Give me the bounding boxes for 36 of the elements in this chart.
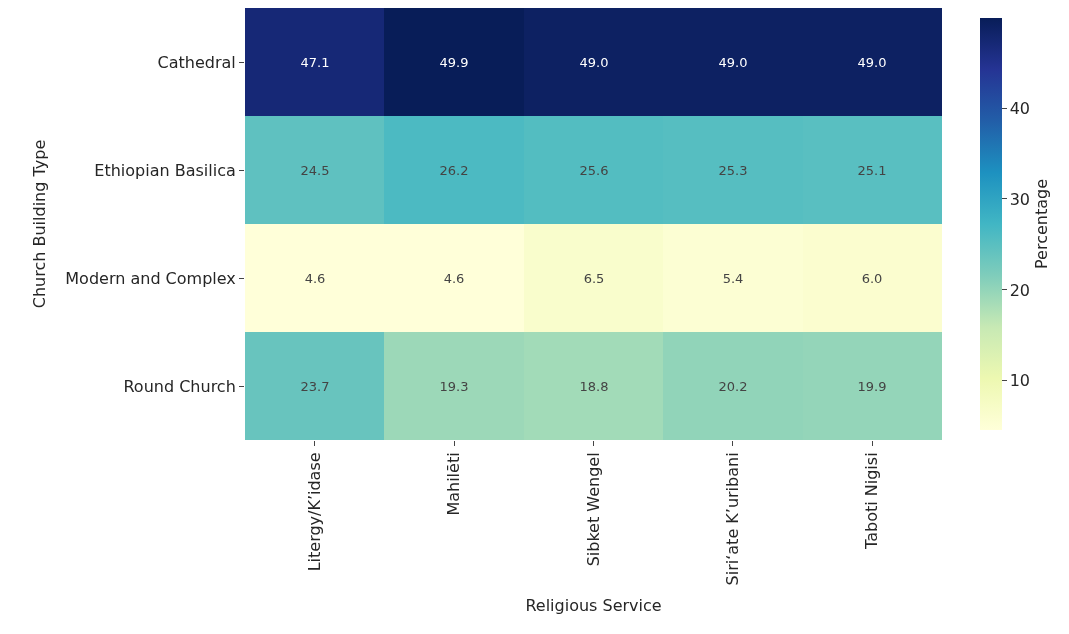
data-label: 49.0 <box>718 54 748 70</box>
data-label: 19.3 <box>439 378 469 394</box>
data-label: 5.4 <box>722 270 744 286</box>
data-label: 20.2 <box>718 378 748 394</box>
y-tick-label: Round Church <box>123 376 236 396</box>
data-label: 6.5 <box>583 270 605 286</box>
color-bar-title: Percentage <box>1032 178 1052 270</box>
y-axis-title: Church Building Type <box>30 139 50 309</box>
data-label: 26.2 <box>439 162 469 178</box>
y-tick-label: Cathedral <box>157 52 236 72</box>
data-label: 4.6 <box>443 270 465 286</box>
data-label: 19.9 <box>857 378 887 394</box>
x-tick-label: Litergy/K’idase <box>304 452 324 572</box>
data-label: 49.0 <box>857 54 887 70</box>
x-axis-title: Religious Service <box>525 596 662 616</box>
data-label: 18.8 <box>579 378 609 394</box>
x-tick-label: Mahilēti <box>444 452 464 516</box>
data-label: 25.1 <box>857 162 887 178</box>
data-label: 47.1 <box>300 54 330 70</box>
x-tick-label: Taboti Nigisi <box>862 452 882 550</box>
data-label: 4.6 <box>304 270 326 286</box>
data-label: 49.9 <box>439 54 469 70</box>
color-bar-label: 40 <box>1009 98 1031 118</box>
data-label: 24.5 <box>300 162 330 178</box>
x-tick-label: Sibket Wengel <box>583 452 603 567</box>
data-label: 25.3 <box>718 162 748 178</box>
color-bar-label: 30 <box>1009 189 1031 209</box>
y-tick-label: Ethiopian Basilica <box>94 160 236 180</box>
x-tick-label: Siri‘ate K’uribani <box>723 452 743 586</box>
color-bar-label: 10 <box>1009 371 1031 391</box>
data-label: 25.6 <box>579 162 609 178</box>
data-label: 49.0 <box>579 54 609 70</box>
data-label: 6.0 <box>861 270 883 286</box>
color-bar-label: 20 <box>1009 280 1031 300</box>
y-tick-label: Modern and Complex <box>65 268 236 288</box>
data-label: 23.7 <box>300 378 330 394</box>
